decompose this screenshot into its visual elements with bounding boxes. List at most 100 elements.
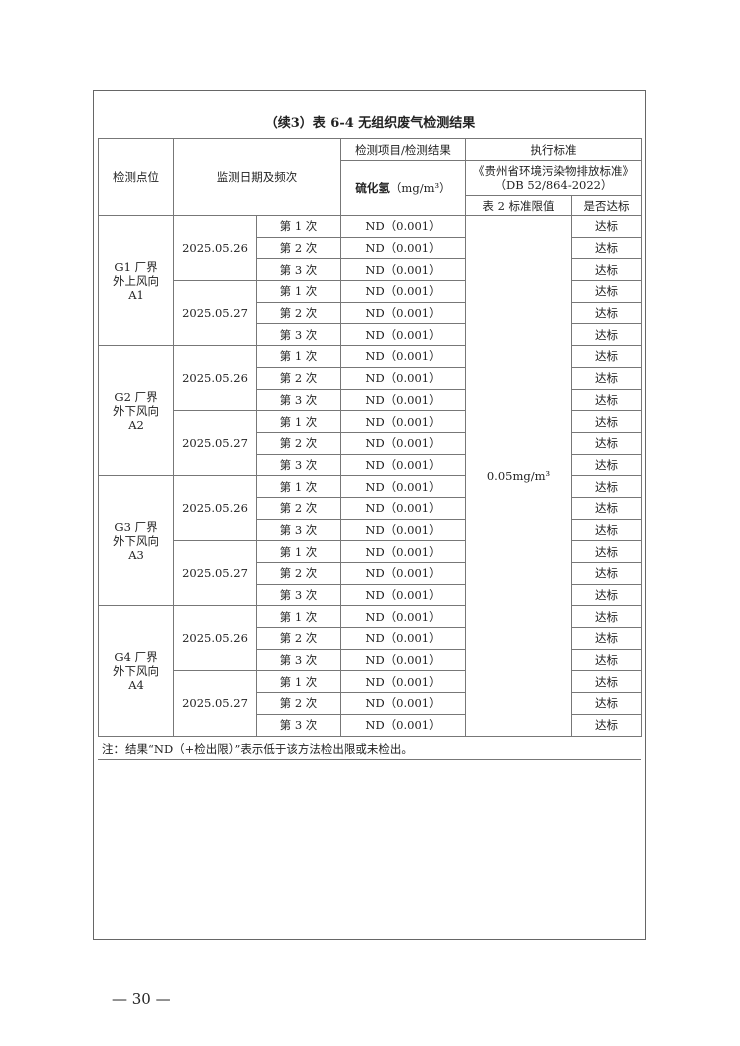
compliance-cell: 达标 — [571, 583, 642, 607]
location-cell: G3 厂界外下风向A3 — [98, 475, 174, 607]
frequency-cell: 第 3 次 — [256, 518, 341, 542]
compliance-cell: 达标 — [571, 692, 642, 715]
compliance-cell: 达标 — [571, 475, 642, 498]
frequency-cell: 第 1 次 — [256, 280, 341, 303]
result-cell: ND（0.001） — [340, 496, 466, 520]
limit-value-cell: 0.05mg/m³ — [465, 215, 572, 737]
frequency-cell: 第 1 次 — [256, 540, 341, 563]
frequency-cell: 第 2 次 — [256, 236, 341, 260]
table-note: 注：结果“ND（+检出限）”表示低于该方法检出限或未检出。 — [98, 738, 641, 760]
result-cell: ND（0.001） — [340, 410, 466, 433]
result-cell: ND（0.001） — [340, 713, 466, 737]
table-row: 第 3 次 ND（0.001） 达标 — [99, 258, 642, 282]
frequency-cell: 第 3 次 — [256, 323, 341, 347]
result-cell: ND（0.001） — [340, 366, 466, 390]
table-row: 第 3 次 ND（0.001） 达标 — [99, 518, 642, 542]
compliance-cell: 达标 — [571, 280, 642, 303]
compliance-cell: 达标 — [571, 605, 642, 629]
header-standard-name: 《贵州省环境污染物排放标准》（DB 52/864-2022） — [465, 160, 642, 196]
frequency-cell: 第 2 次 — [256, 627, 341, 650]
result-cell: ND（0.001） — [340, 627, 466, 650]
table-row: 第 2 次 ND（0.001） 达标 — [99, 301, 642, 325]
compliance-cell: 达标 — [571, 670, 642, 694]
page-frame — [93, 90, 646, 940]
header-compliance: 是否达标 — [571, 195, 642, 216]
result-cell: ND（0.001） — [340, 301, 466, 325]
header-standard: 执行标准 — [465, 138, 642, 161]
frequency-cell: 第 1 次 — [256, 410, 341, 433]
compliance-cell: 达标 — [571, 540, 642, 563]
location-cell: G2 厂界外下风向A2 — [98, 345, 174, 477]
results-table: 检测点位 监测日期及频次 检测项目/检测结果 执行标准 硫化氢（mg/m³） 《… — [98, 138, 642, 737]
result-cell: ND（0.001） — [340, 648, 466, 672]
date-cell: 2025.05.26 — [173, 475, 257, 542]
table-row: 第 2 次 ND（0.001） 达标 — [99, 692, 642, 715]
date-cell: 2025.05.27 — [173, 670, 257, 737]
compliance-cell: 达标 — [571, 236, 642, 260]
header-location: 检测点位 — [98, 138, 174, 216]
compliance-cell: 达标 — [571, 648, 642, 672]
frequency-cell: 第 3 次 — [256, 388, 341, 412]
location-cell: G4 厂界外下风向 A4 — [98, 605, 174, 737]
compliance-cell: 达标 — [571, 431, 642, 455]
compliance-cell: 达标 — [571, 496, 642, 520]
compliance-cell: 达标 — [571, 453, 642, 477]
compliance-cell: 达标 — [571, 258, 642, 282]
compliance-cell: 达标 — [571, 345, 642, 368]
result-cell: ND（0.001） — [340, 453, 466, 477]
table-row: 第 2 次 ND（0.001） 达标 — [99, 562, 642, 585]
compliance-cell: 达标 — [571, 518, 642, 542]
location-cell: G1 厂界外上风向A1 — [98, 214, 174, 347]
pollutant-name: 硫化氢 — [355, 181, 390, 195]
pollutant-unit: （mg/m³） — [389, 181, 451, 195]
result-cell: ND（0.001） — [340, 540, 466, 563]
result-cell: ND（0.001） — [340, 605, 466, 629]
header-item-result: 检测项目/检测结果 — [340, 138, 466, 161]
compliance-cell: 达标 — [571, 323, 642, 347]
compliance-cell: 达标 — [571, 713, 642, 737]
header-limit: 表 2 标准限值 — [465, 195, 572, 216]
date-cell: 2025.05.26 — [173, 605, 257, 672]
frequency-cell: 第 1 次 — [256, 605, 341, 629]
table-row: G2 厂界外下风向A2 2025.05.26 第 1 次 ND（0.001） 达标 — [98, 345, 642, 477]
table-row: 第 3 次 ND（0.001） 达标 — [99, 388, 642, 412]
table-row: 第 2 次 ND（0.001） 达标 — [99, 496, 642, 520]
frequency-cell: 第 3 次 — [256, 453, 341, 477]
table-row: 2025.05.27 第 1 次 ND（0.001） 达标 — [99, 410, 642, 477]
table-row: 第 3 次 ND（0.001） 达标 — [99, 323, 642, 347]
compliance-cell: 达标 — [571, 627, 642, 650]
table-row: G4 厂界外下风向 A4 2025.05.26 第 1 次 ND（0.001） 达标 — [98, 605, 642, 737]
compliance-cell: 达标 — [571, 388, 642, 412]
frequency-cell: 第 2 次 — [256, 301, 341, 325]
result-cell: ND（0.001） — [340, 431, 466, 455]
result-cell: ND（0.001） — [340, 236, 466, 260]
header-pollutant: 硫化氢（mg/m³） — [340, 160, 466, 216]
table-row: 第 2 次 ND（0.001） 达标 — [99, 236, 642, 260]
result-cell: ND（0.001） — [340, 670, 466, 694]
frequency-cell: 第 3 次 — [256, 583, 341, 607]
frequency-cell: 第 3 次 — [256, 258, 341, 282]
result-cell: ND（0.001） — [340, 345, 466, 368]
result-cell: ND（0.001） — [340, 388, 466, 412]
compliance-cell: 达标 — [571, 366, 642, 390]
table-row: 2025.05.27 第 1 次 ND（0.001） 达标 — [99, 540, 642, 607]
compliance-cell: 达标 — [571, 562, 642, 585]
compliance-cell: 达标 — [571, 410, 642, 433]
frequency-cell: 第 1 次 — [256, 670, 341, 694]
table-title: （续3）表 6-4 无组织废气检测结果 — [264, 116, 476, 131]
frequency-cell: 第 1 次 — [256, 215, 341, 238]
result-cell: ND（0.001） — [340, 562, 466, 585]
frequency-cell: 第 2 次 — [256, 496, 341, 520]
compliance-cell: 达标 — [571, 215, 642, 238]
frequency-cell: 第 2 次 — [256, 562, 341, 585]
result-cell: ND（0.001） — [340, 323, 466, 347]
table-row: 第 2 次 ND（0.001） 达标 — [99, 366, 642, 390]
result-cell: ND（0.001） — [340, 692, 466, 715]
date-cell: 2025.05.27 — [173, 280, 257, 347]
frequency-cell: 第 3 次 — [256, 713, 341, 737]
table-row: 第 2 次 ND（0.001） 达标 — [99, 431, 642, 455]
date-cell: 2025.05.27 — [173, 540, 257, 607]
date-cell: 2025.05.26 — [173, 345, 257, 412]
result-cell: ND（0.001） — [340, 258, 466, 282]
header-date-freq: 监测日期及频次 — [173, 138, 341, 216]
